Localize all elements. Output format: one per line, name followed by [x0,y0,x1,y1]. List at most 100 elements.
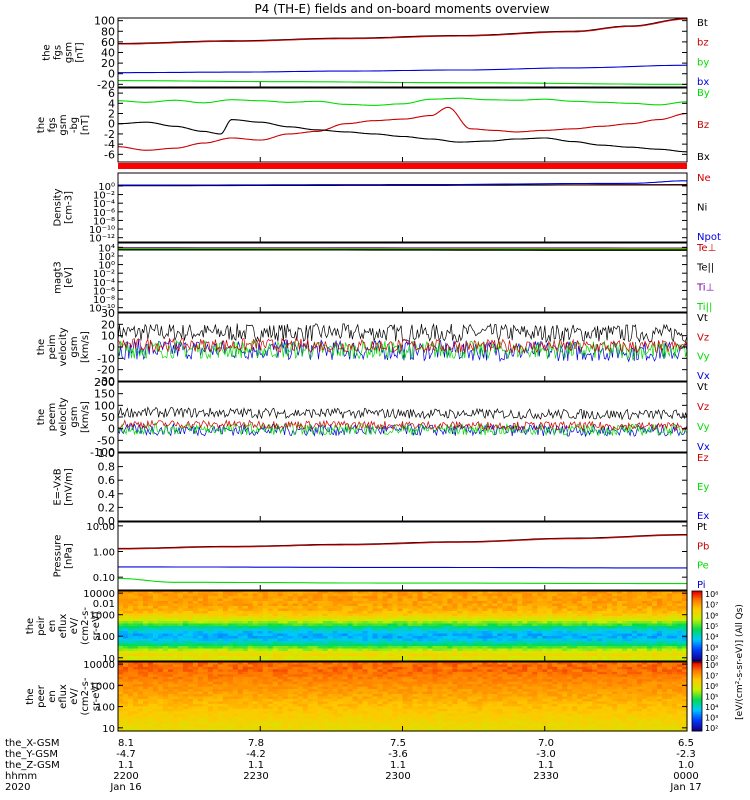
heatmap-cell [617,628,623,632]
heatmap-cell [407,598,414,602]
heatmap-cell [537,638,543,642]
heatmap-cell [362,643,369,647]
heatmap-cell [162,674,169,678]
heatmap-cell [467,669,473,673]
heatmap-cell [552,618,558,622]
heatmap-cell [302,658,309,662]
heatmap-cell [267,662,274,666]
heatmap-cell [637,631,643,635]
heatmap-cell [432,656,439,660]
heatmap-cell [507,611,513,615]
heatmap-cell [212,613,219,617]
heatmap-cell [552,648,558,652]
heatmap-cell [162,656,169,660]
heatmap-cell [472,606,478,610]
heatmap-cell [567,606,573,610]
heatmap-cell [297,689,304,693]
heatmap-cell [292,606,299,610]
heatmap-cell [652,596,658,600]
heatmap-cell [567,681,573,685]
heatmap-cell [282,671,289,675]
y-tick-label: -6 [104,148,115,161]
heatmap-cell [592,653,598,657]
heatmap-cell [642,679,648,683]
heatmap-cell [482,621,488,625]
heatmap-cell [662,684,668,688]
heatmap-cell [118,643,124,647]
heatmap-cell [477,664,483,668]
heatmap-cell [537,603,543,607]
heatmap-cell [217,684,224,688]
heatmap-cell [417,631,424,635]
heatmap-cell [202,608,209,612]
heatmap-cell [522,633,528,637]
heatmap-cell [482,591,488,595]
heatmap-cell [647,611,653,615]
heatmap-cell [337,648,344,652]
heatmap-cell [402,631,409,635]
heatmap-cell [162,598,169,602]
heatmap-cell [297,593,304,597]
heatmap-cell [357,616,364,620]
heatmap-cell [557,674,563,678]
heatmap-cell [642,613,648,617]
heatmap-cell [517,658,523,662]
heatmap-cell [277,613,284,617]
heatmap-cell [422,638,429,642]
heatmap-cell [582,611,588,615]
heatmap-cell [352,653,359,657]
heatmap-cell [517,623,523,627]
heatmap-cell [437,656,444,660]
heatmap-cell [607,656,613,660]
heatmap-cell [442,596,449,600]
heatmap-cell [222,691,229,695]
heatmap-cell [152,598,159,602]
heatmap-cell [407,593,414,597]
heatmap-cell [342,598,349,602]
heatmap-cell [597,671,603,675]
heatmap-cell [157,686,164,690]
heatmap-cell [617,633,623,637]
heatmap-cell [667,641,673,645]
heatmap-cell [437,689,444,693]
heatmap-cell [492,686,498,690]
heatmap-cell [412,611,419,615]
heatmap-cell [342,611,349,615]
heatmap-cell [602,651,608,655]
heatmap-cell [377,648,384,652]
heatmap-cell [332,633,339,637]
heatmap-cell [577,664,583,668]
heatmap-cell [502,676,508,680]
colorbar-swatch [692,617,702,620]
heatmap-cell [537,643,543,647]
heatmap-cell [442,666,449,670]
heatmap-cell [207,686,214,690]
heatmap-cell [647,613,653,617]
heatmap-cell [197,601,204,605]
heatmap-cell [397,664,404,668]
heatmap-cell [532,611,538,615]
heatmap-cell [417,691,424,695]
heatmap-cell [147,653,154,657]
heatmap-cell [642,601,648,605]
heatmap-cell [642,611,648,615]
heatmap-cell [412,681,419,685]
heatmap-cell [462,618,468,622]
heatmap-cell [127,591,134,595]
heatmap-cell [272,684,279,688]
heatmap-cell [222,669,229,673]
heatmap-cell [242,611,249,615]
heatmap-cell [637,591,643,595]
heatmap-cell [322,676,329,680]
heatmap-cell [157,608,164,612]
heatmap-cell [557,689,563,693]
heatmap-cell [227,643,234,647]
heatmap-cell [302,653,309,657]
heatmap-cell [237,638,244,642]
heatmap-cell [207,598,214,602]
heatmap-cell [677,638,683,642]
heatmap-cell [652,626,658,630]
heatmap-cell [187,593,194,597]
heatmap-cell [332,656,339,660]
heatmap-cell [377,681,384,685]
